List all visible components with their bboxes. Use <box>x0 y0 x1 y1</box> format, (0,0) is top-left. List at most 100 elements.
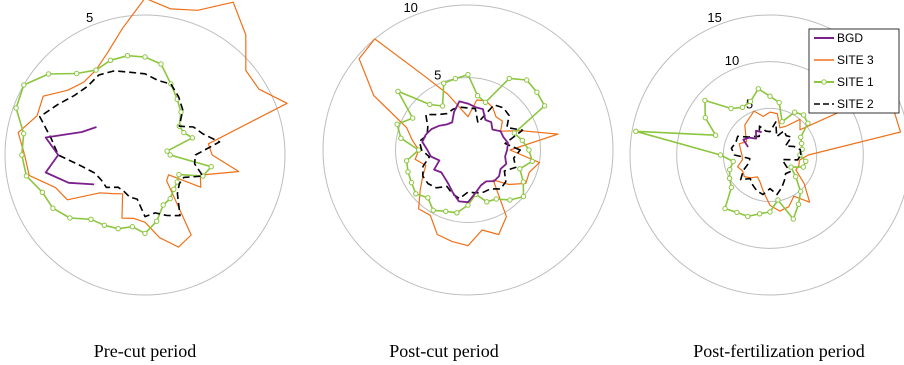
point-site1-post-fertilization <box>734 209 740 216</box>
point-site1-post-cut <box>524 77 530 83</box>
point-site1-post-fertilization <box>717 152 724 158</box>
point-site1-pre-cut <box>160 202 166 208</box>
point-site1-post-cut <box>493 196 499 202</box>
ring-10-post-fertilization <box>676 61 864 249</box>
point-site1-pre-cut <box>19 152 25 158</box>
point-site1-post-fertilization <box>726 175 733 182</box>
point-site1-pre-cut <box>45 71 52 77</box>
point-site1-pre-cut <box>158 61 164 67</box>
point-site1-pre-cut <box>23 173 30 179</box>
point-site1-post-fertilization <box>795 201 802 208</box>
series-site1-pre-cut <box>15 54 212 235</box>
legend-box <box>808 28 900 114</box>
ring-label-10-post-fertilization: 10 <box>725 53 739 68</box>
point-site1-post-fertilization <box>745 213 751 220</box>
legend-marker-site1 <box>821 79 827 85</box>
point-site1-post-fertilization <box>800 112 807 118</box>
point-site1-post-fertilization <box>788 164 794 170</box>
ring-label-15-post-fertilization: 15 <box>707 10 721 25</box>
legend-label-bgd: BGD <box>837 31 863 45</box>
legend-label-site2: SITE 2 <box>837 97 874 111</box>
ring-10-post-cut <box>322 4 614 296</box>
point-site1-post-fertilization <box>800 164 806 170</box>
legend-item-site2: SITE 2 <box>814 97 874 111</box>
point-site1-pre-cut <box>124 53 131 59</box>
point-site1-post-fertilization <box>767 209 773 215</box>
point-site1-post-cut <box>439 103 446 109</box>
point-site1-post-fertilization <box>756 211 763 217</box>
ring-5-pre-cut <box>4 14 286 296</box>
point-site1-post-cut <box>394 121 400 127</box>
point-site1-post-fertilization <box>792 109 798 115</box>
legend-item-site1: SITE 1 <box>814 75 874 89</box>
point-site1-pre-cut <box>176 171 182 178</box>
point-site1-post-fertilization <box>755 86 761 92</box>
point-site1-pre-cut <box>174 179 180 185</box>
point-site1-post-cut <box>519 137 525 144</box>
series-bgd-pre-cut <box>44 126 97 186</box>
series-bgd-post-cut <box>421 100 509 204</box>
point-site1-pre-cut <box>88 216 94 223</box>
point-site1-post-fertilization <box>775 197 781 203</box>
point-site1-post-cut <box>506 75 512 82</box>
point-site1-post-cut <box>416 147 422 153</box>
point-site1-pre-cut <box>129 224 136 230</box>
point-site1-post-cut <box>484 199 490 205</box>
point-site1-post-fertilization <box>779 119 785 125</box>
point-site1-pre-cut <box>154 218 160 224</box>
point-site1-post-fertilization <box>730 158 736 165</box>
point-site1-post-cut <box>534 89 540 95</box>
legend-item-bgd: BGD <box>814 31 863 45</box>
point-site1-post-cut <box>443 208 449 215</box>
point-site1-pre-cut <box>142 54 148 60</box>
point-site1-post-cut <box>427 101 433 108</box>
point-site1-pre-cut <box>208 164 214 170</box>
point-site1-pre-cut <box>21 130 27 137</box>
point-site1-post-cut <box>454 210 460 216</box>
series-bgd-post-fertilization <box>742 129 762 148</box>
legend: BGD SITE 3 SITE 1 SITE 2 <box>808 28 900 114</box>
point-site1-post-cut <box>425 195 431 201</box>
point-site1-post-fertilization <box>798 134 804 141</box>
point-site1-post-fertilization <box>702 97 708 104</box>
point-site1-post-fertilization <box>793 173 799 180</box>
point-site1-post-cut <box>520 179 526 185</box>
panel-post-fertilization: 51015 Post-fertilization period <box>629 10 904 361</box>
point-site1-post-fertilization <box>747 98 754 105</box>
panel-post-cut: 5 10 Post-cut period <box>322 0 614 361</box>
point-site1-post-cut <box>452 75 459 82</box>
point-site1-pre-cut <box>93 67 99 73</box>
ring-5-post-cut <box>395 77 541 223</box>
point-site1-post-fertilization <box>797 188 804 195</box>
legend-item-site3: SITE 3 <box>814 53 874 67</box>
ring-label-5-post-cut: 5 <box>434 67 441 82</box>
point-site1-pre-cut <box>13 105 19 111</box>
point-site1-post-fertilization <box>798 140 805 147</box>
series-site3-pre-cut <box>17 0 288 248</box>
point-site1-post-fertilization <box>728 105 734 112</box>
point-site1-post-fertilization <box>803 158 809 165</box>
point-site1-pre-cut <box>67 215 73 221</box>
series-site2-post-cut <box>418 104 524 200</box>
caption-post-fertilization: Post-fertilization period <box>693 341 864 361</box>
point-site1-post-fertilization <box>727 167 733 173</box>
point-site1-post-cut <box>541 103 548 109</box>
series-site1-post-cut <box>396 73 546 214</box>
point-site1-pre-cut <box>101 222 108 229</box>
point-site1-post-cut <box>526 147 532 153</box>
point-site1-post-fertilization <box>728 184 735 191</box>
panel-pre-cut: 5 Pre-cut period <box>4 0 288 361</box>
point-site1-post-cut <box>441 80 447 86</box>
point-site1-post-fertilization <box>805 120 811 126</box>
series-site2-pre-cut <box>39 70 221 218</box>
point-site1-post-cut <box>413 191 419 197</box>
point-site1-post-cut <box>511 130 517 136</box>
point-site1-pre-cut <box>21 82 27 88</box>
caption-post-cut: Post-cut period <box>389 341 499 361</box>
point-site1-post-cut <box>465 202 471 208</box>
point-site1-post-fertilization <box>702 115 708 121</box>
point-site1-post-cut <box>408 179 415 186</box>
point-site1-pre-cut <box>189 135 196 141</box>
ring-15-post-fertilization <box>629 14 904 296</box>
